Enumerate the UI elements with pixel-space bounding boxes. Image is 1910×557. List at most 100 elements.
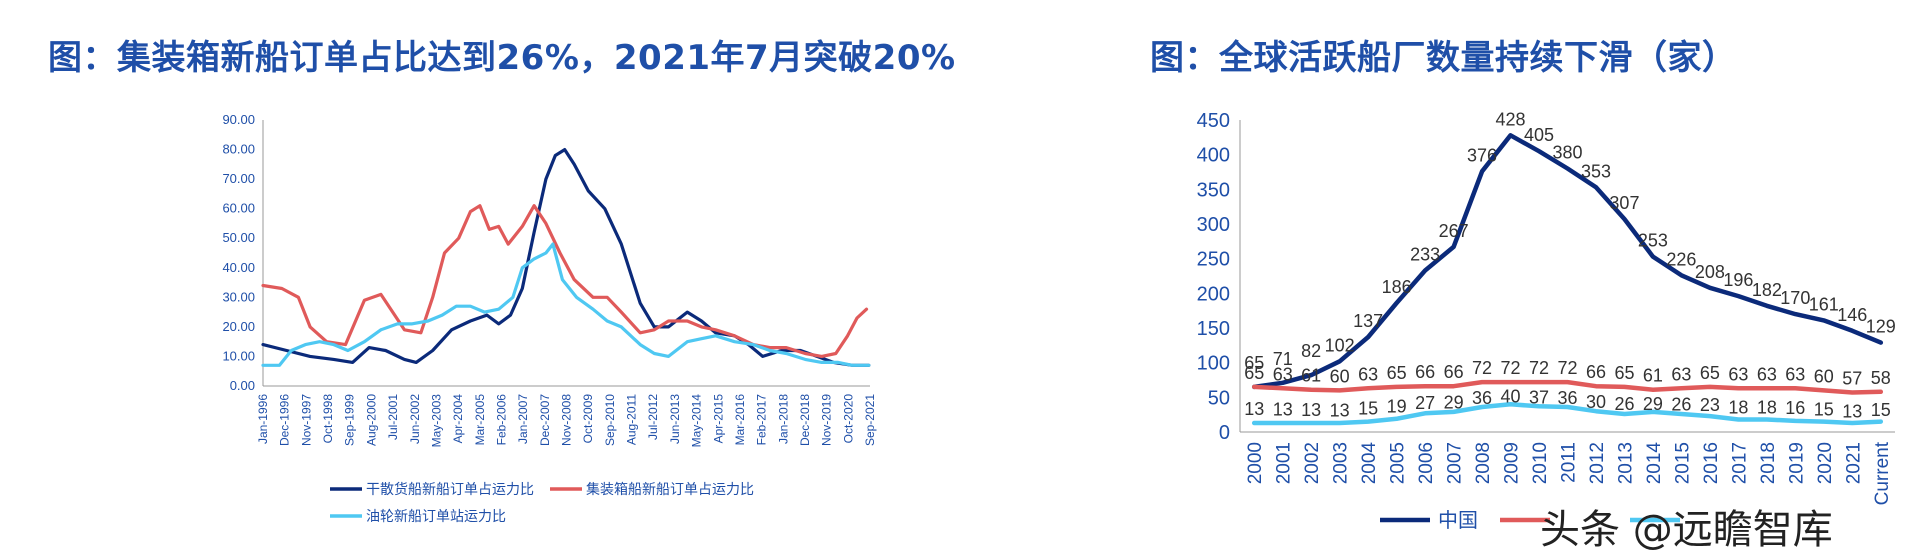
left-x-tick-label: Oct-1998	[321, 394, 335, 444]
right-x-tick-label: 2011	[1559, 442, 1580, 483]
right-data-label: 376	[1467, 145, 1497, 165]
left-x-tick-label: Mar-2016	[733, 394, 747, 446]
right-data-label: 65	[1387, 363, 1407, 383]
left-y-tick-label: 60.00	[222, 201, 255, 216]
right-x-tick-label: 2019	[1786, 442, 1807, 484]
right-y-tick-label: 100	[1197, 353, 1230, 375]
right-data-label: 65	[1244, 363, 1264, 383]
right-x-tick-label: 2000	[1245, 442, 1266, 484]
left-y-tick-label: 10.00	[222, 348, 255, 363]
right-legend-label: 中国	[1438, 508, 1478, 532]
right-x-tick-label: 2004	[1359, 442, 1380, 485]
right-data-label: 170	[1780, 288, 1810, 308]
right-data-label: 15	[1358, 399, 1378, 419]
right-y-tick-label: 50	[1208, 387, 1230, 409]
right-data-label: 161	[1809, 294, 1839, 314]
left-x-tick-label: Jun-2002	[408, 394, 422, 444]
right-series-line-1	[1251, 133, 1884, 390]
right-data-label: 13	[1273, 399, 1293, 419]
right-x-tick-label: 2014	[1644, 442, 1665, 485]
right-data-label: 27	[1415, 393, 1435, 413]
right-data-label: 102	[1325, 335, 1355, 355]
right-data-label: 29	[1643, 394, 1663, 414]
right-x-tick-label: 2001	[1274, 442, 1295, 484]
right-data-label: 137	[1353, 311, 1383, 331]
left-x-tick-label: Nov-2019	[820, 394, 834, 446]
left-x-tick-label: May-2014	[690, 394, 704, 448]
right-data-label: 63	[1671, 364, 1691, 384]
left-series-line-1	[261, 148, 871, 367]
right-data-label: 66	[1586, 362, 1606, 382]
left-x-tick-label: Apr-2004	[451, 394, 465, 444]
right-data-label: 61	[1301, 366, 1321, 386]
right-y-tick-label: 250	[1197, 249, 1230, 271]
right-data-label: 61	[1643, 366, 1663, 386]
left-y-tick-label: 90.00	[222, 112, 255, 127]
right-data-label: 65	[1614, 363, 1634, 383]
right-y-tick-label: 450	[1197, 110, 1230, 132]
left-x-tick-label: Oct-2009	[581, 394, 595, 444]
right-data-label: 13	[1244, 399, 1264, 419]
right-x-tick-label: 2013	[1615, 442, 1636, 484]
right-data-label: 63	[1757, 364, 1777, 384]
right-data-label: 65	[1244, 353, 1264, 373]
right-x-tick-label: 2005	[1388, 442, 1409, 484]
right-data-label: 428	[1496, 109, 1526, 129]
right-data-label: 36	[1557, 388, 1577, 408]
right-data-label: 40	[1501, 386, 1521, 406]
right-y-tick-label: 350	[1197, 179, 1230, 201]
right-data-label: 65	[1700, 363, 1720, 383]
left-legend-label: 集装箱船新船订单占运力比	[586, 481, 754, 498]
right-chart: 0 50 100 150 200 250 300 350 400 450 2000 2001 2002 2…	[1197, 109, 1896, 532]
right-data-label: 186	[1382, 277, 1412, 297]
right-data-label: 26	[1671, 394, 1691, 414]
right-data-label: 18	[1728, 397, 1748, 417]
left-x-tick-label: Oct-2020	[841, 394, 855, 444]
right-data-label: 72	[1472, 358, 1492, 378]
right-data-label: 13	[1301, 400, 1321, 420]
right-data-label: 72	[1557, 358, 1577, 378]
right-data-label: 37	[1529, 387, 1549, 407]
right-data-label: 146	[1837, 305, 1867, 325]
right-data-label: 30	[1586, 392, 1606, 412]
right-series-line-2	[1251, 379, 1884, 395]
right-data-label: 405	[1524, 125, 1554, 145]
right-x-tick-label: 2006	[1416, 442, 1437, 484]
right-data-label: 19	[1387, 396, 1407, 416]
left-x-tick-label: Aug-2000	[364, 394, 378, 446]
left-x-tick-label: Jan-2018	[776, 394, 790, 444]
right-data-label: 253	[1638, 231, 1668, 251]
left-x-tick-label: Jan-2007	[516, 394, 530, 444]
right-data-label: 129	[1866, 317, 1896, 337]
right-data-label: 72	[1501, 358, 1521, 378]
right-data-label: 58	[1871, 368, 1891, 388]
right-data-label: 60	[1814, 366, 1834, 386]
right-x-tick-label: 2018	[1758, 442, 1779, 484]
right-x-tick-label: 2017	[1729, 442, 1750, 484]
left-x-tick-label: Dec-2018	[798, 394, 812, 446]
left-x-tick-label: May-2003	[429, 394, 443, 448]
right-data-label: 57	[1842, 368, 1862, 388]
right-x-tick-label: 2008	[1473, 442, 1494, 484]
right-y-tick-label: 150	[1197, 318, 1230, 340]
left-x-tick-label: Feb-2017	[755, 394, 769, 446]
left-x-tick-label: Nov-2008	[560, 394, 574, 446]
right-data-label: 26	[1614, 394, 1634, 414]
right-data-label: 353	[1581, 161, 1611, 181]
right-x-tick-label: 2015	[1672, 442, 1693, 484]
right-y-tick-label: 200	[1197, 283, 1230, 305]
left-x-tick-label: Aug-2011	[625, 394, 639, 445]
left-series-line-3	[261, 242, 871, 367]
left-y-tick-label: 0.00	[230, 378, 255, 393]
right-series-line-3	[1251, 402, 1884, 426]
right-data-label: 72	[1529, 358, 1549, 378]
right-data-label: 15	[1814, 400, 1834, 420]
right-data-label: 63	[1785, 364, 1805, 384]
right-x-tick-label: 2007	[1445, 442, 1466, 484]
left-x-tick-label: Mar-2005	[473, 394, 487, 446]
left-y-tick-label: 20.00	[222, 319, 255, 334]
right-data-label: 66	[1415, 362, 1435, 382]
right-data-label: 71	[1273, 349, 1293, 369]
right-data-label: 13	[1842, 401, 1862, 421]
